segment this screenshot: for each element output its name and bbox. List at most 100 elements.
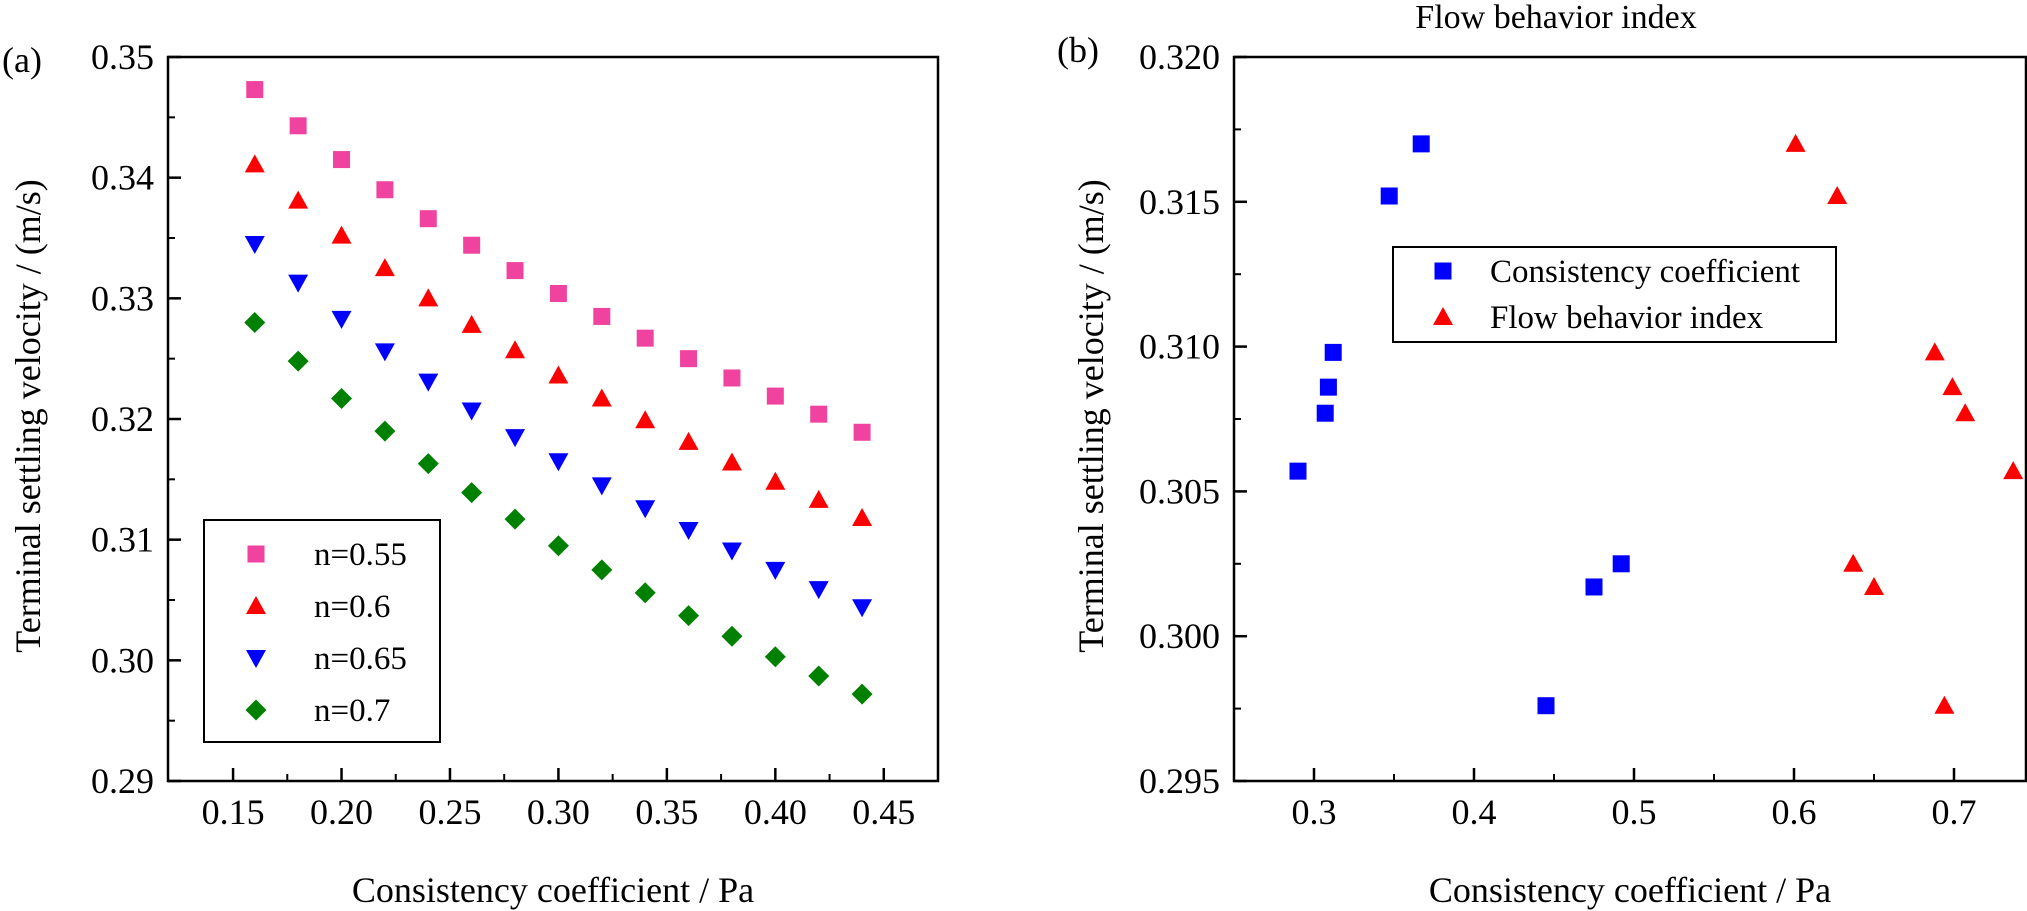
panel-a-series1-point (808, 489, 829, 508)
panel-b-xtick-label: 0.5 (1612, 792, 1657, 832)
panel-a-series2-point (635, 500, 656, 519)
panel-a-series2-point (505, 429, 526, 448)
panel-a-series2-point (461, 402, 482, 421)
panel-b-legend-label-1: Flow behavior index (1490, 300, 1764, 336)
panel-b-ytick-label: 0.310 (1139, 327, 1220, 367)
panel-a-series3-point (808, 665, 830, 687)
panel-b-plot: 0.3 0.4 0.5 0.6 0.7 0.295 0.300 0.305 0.310 0.315… (1139, 37, 2027, 832)
panel-a-series3-point (374, 420, 396, 442)
panel-a-series1-point (244, 154, 265, 173)
panel-a-series1-point (288, 190, 309, 209)
panel-a-series3-point (721, 625, 743, 647)
panel-a-series0-point (766, 387, 784, 405)
panel-b-series0-point (1612, 555, 1630, 573)
panel-b-ytick-label: 0.300 (1139, 616, 1220, 656)
panel-b-series1-point (1955, 403, 1976, 422)
panel-a-legend-marker-3 (245, 699, 267, 721)
panel-b-series1-point (1785, 133, 1806, 152)
panel-a-series1-point (548, 365, 569, 384)
panel-b-series1-point (1864, 576, 1884, 595)
panel-a-series0-point (246, 81, 264, 99)
panel-a-series0-point (810, 405, 828, 423)
panel-b-ytick-label: 0.320 (1139, 37, 1220, 77)
panel-a-series3-point (678, 605, 700, 627)
panel-b-series1-point (1924, 342, 1945, 361)
panel-a-series3-point (287, 350, 309, 372)
panel-a-series1-point (765, 471, 786, 490)
panel-a-series2-point (548, 453, 569, 472)
panel-a-series1-point (852, 507, 873, 526)
panel-b-series0-point (1316, 404, 1334, 422)
panel-a-series3-point (417, 453, 439, 475)
panel-a-series1-point (374, 258, 395, 277)
panel-a-series2-point (678, 522, 699, 541)
panel-b-series0-point (1380, 187, 1398, 205)
panel-b-series1-point (1827, 186, 1848, 205)
panel-a-series3-point (461, 482, 483, 504)
panel-b-ytick-label: 0.315 (1139, 182, 1220, 222)
panel-a-legend-label-0: n=0.55 (314, 537, 407, 573)
panel-b-ylabel: Terminal settling velocity / (m/s) (1071, 179, 1111, 652)
panel-a-series0-point (463, 236, 481, 254)
panel-a-legend-box (203, 519, 441, 743)
panel-a-series1-point (635, 410, 656, 429)
panel-a-series1-point (461, 314, 482, 333)
panel-a-series3-point (331, 387, 353, 409)
panel-a-series2-point (808, 581, 829, 600)
panel-b-frame (1232, 55, 2027, 783)
panel-a-legend-marker-1 (246, 596, 266, 614)
panel-b-xtick-label: 0.4 (1452, 792, 1497, 832)
panel-a-series0-point (680, 350, 698, 368)
panel-a-series1-point (591, 388, 612, 407)
panel-a-series3-point (851, 683, 873, 705)
panel-a-xtick-label: 0.25 (418, 792, 481, 832)
panel-b-ytick-label: 0.305 (1139, 471, 1220, 511)
panel-a-xtick-label: 0.20 (310, 792, 373, 832)
panel-a-series2-point (374, 343, 395, 362)
panel-a-series2-point (244, 236, 265, 255)
panel-a-tag: (a) (2, 40, 42, 80)
panel-a-series3-point (591, 559, 613, 581)
panel-b-legend-box (1392, 246, 1837, 343)
panel-a-series0-point (593, 307, 611, 325)
panel-a-series0-point (549, 285, 567, 303)
panel-a-series0-point (506, 262, 524, 280)
panel-a-series0-point (853, 423, 871, 441)
panel-b-ytick-label: 0.295 (1139, 761, 1220, 801)
panel-a-ytick-label: 0.33 (91, 278, 154, 318)
panel-a-xtick-label: 0.45 (852, 792, 915, 832)
panel-a-xtick-label: 0.30 (527, 792, 590, 832)
panel-a-legend-label-3: n=0.7 (314, 693, 390, 729)
panel-a-series0-point (419, 210, 437, 228)
panel-a-series1-point (505, 340, 526, 359)
panel-b-series0-point (1412, 135, 1430, 153)
panel-b-series1-point (1843, 553, 1864, 572)
panel-b-legend-marker-1 (1433, 307, 1453, 325)
panel-b-xlabel: Consistency coefficient / Pa (1429, 870, 1831, 910)
panel-b-legend-label-0: Consistency coefficient (1490, 254, 1800, 290)
panel-a-series1-point (418, 288, 439, 307)
panel-a-series3-point (764, 646, 786, 668)
panel-a-series0-point (376, 181, 394, 199)
panel-b-xtick-label: 0.3 (1292, 792, 1337, 832)
panel-b-series0-point (1324, 343, 1342, 361)
panel-a-series1-point (721, 452, 742, 471)
panel-b-series0-point (1319, 378, 1337, 396)
panel-a-legend-marker-2 (246, 650, 266, 668)
panel-b-series1-point (1942, 377, 1963, 396)
panel-a-ytick-label: 0.29 (91, 761, 154, 801)
panel-a-series0-point (289, 117, 307, 135)
panel-a-legend-label-1: n=0.6 (314, 589, 390, 625)
panel-b-series1-point (1934, 695, 1955, 714)
panel-a-legend-label-2: n=0.65 (314, 641, 407, 677)
panel-a-ytick-label: 0.34 (91, 158, 154, 198)
panel-a-xtick-label: 0.40 (744, 792, 807, 832)
panel-a-series2-point (721, 542, 742, 561)
panel-a-series0-point (333, 151, 351, 169)
panel-a-series2-point (331, 310, 352, 329)
panel-a-series3-point (244, 311, 266, 333)
panel-a-series2-point (765, 561, 786, 580)
panel-a-ytick-label: 0.35 (91, 37, 154, 77)
panel-a-ytick-label: 0.30 (91, 640, 154, 680)
